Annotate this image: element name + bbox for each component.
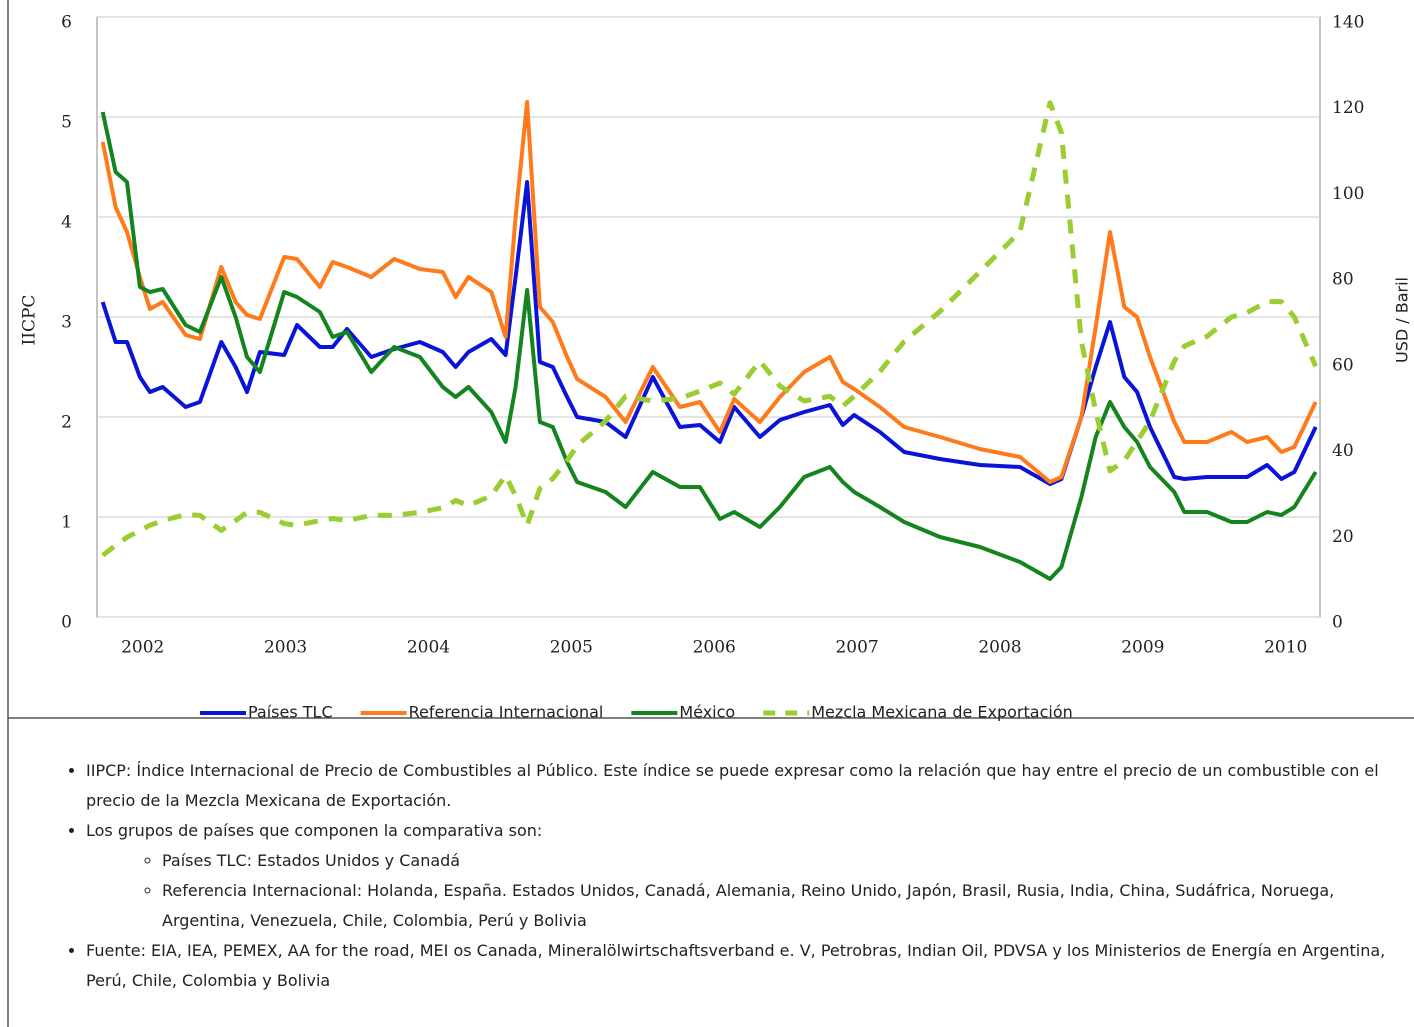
y-tick-label: 1 <box>61 513 72 533</box>
note-item: Los grupos de países que componen la com… <box>86 816 1410 936</box>
series-line <box>101 100 1318 558</box>
x-tick-label: 2010 <box>1264 638 1307 658</box>
legend-label: Países TLC <box>248 703 333 722</box>
y2-tick-label: 100 <box>1332 184 1364 204</box>
y2-tick-label: 20 <box>1332 527 1354 547</box>
note-item: IIPCP: Índice Internacional de Precio de… <box>86 756 1410 816</box>
x-tick-label: 2002 <box>121 638 164 658</box>
x-tick-label: 2004 <box>407 638 450 658</box>
note-text: IIPCP: Índice Internacional de Precio de… <box>86 761 1379 810</box>
legend-label: México <box>679 703 735 722</box>
y2-tick-label: 60 <box>1332 355 1354 375</box>
y-tick-label: 4 <box>61 213 72 233</box>
note-subitem: Referencia Internacional: Holanda, Españ… <box>162 876 1410 936</box>
series-line <box>100 180 1318 486</box>
note-text: Fuente: EIA, IEA, PEMEX, AA for the road… <box>86 941 1386 990</box>
note-item: Fuente: EIA, IEA, PEMEX, AA for the road… <box>86 936 1410 996</box>
y2-tick-label: 120 <box>1332 98 1364 118</box>
note-list: IIPCP: Índice Internacional de Precio de… <box>60 756 1410 996</box>
y-tick-label: 5 <box>61 113 72 133</box>
legend-label: Mezcla Mexicana de Exportación <box>811 703 1073 722</box>
series-line <box>100 100 1318 484</box>
y2-axis-label: USD / Baril <box>1393 277 1412 363</box>
legend-label: Referencia Internacional <box>409 703 604 722</box>
note-text: Los grupos de países que componen la com… <box>86 821 543 840</box>
y-tick-label: 2 <box>61 413 72 433</box>
x-tick-label: 2009 <box>1121 638 1164 658</box>
y2-tick-label: 40 <box>1332 441 1354 461</box>
y2-tick-label: 140 <box>1332 13 1364 33</box>
x-tick-label: 2006 <box>693 638 736 658</box>
x-tick-label: 2007 <box>835 638 878 658</box>
x-tick-label: 2008 <box>978 638 1021 658</box>
notes: IIPCP: Índice Internacional de Precio de… <box>60 756 1410 996</box>
note-subitem: Países TLC: Estados Unidos y Canadá <box>162 846 1410 876</box>
x-tick-label: 2003 <box>264 638 307 658</box>
y-tick-label: 3 <box>61 313 72 333</box>
x-tick-label: 2005 <box>550 638 593 658</box>
y-tick-label: 0 <box>61 613 72 633</box>
y2-tick-label: 0 <box>1332 613 1343 633</box>
y2-tick-label: 80 <box>1332 270 1354 290</box>
y-axis-label: IICPC <box>20 295 40 346</box>
y-tick-label: 6 <box>61 13 72 33</box>
series-line <box>100 111 1318 581</box>
note-sublist: Países TLC: Estados Unidos y CanadáRefer… <box>86 846 1410 936</box>
